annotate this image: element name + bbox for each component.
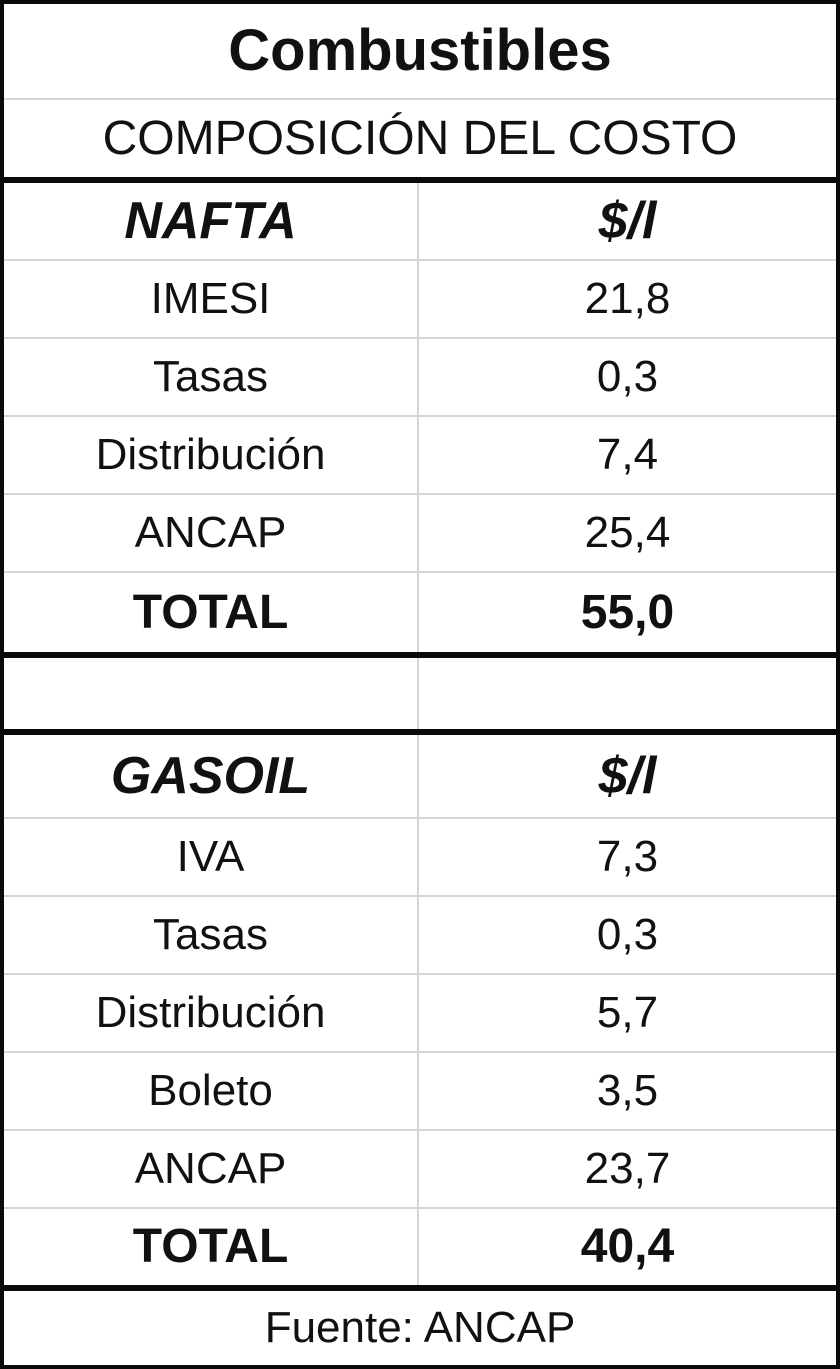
gasoil-total-row: TOTAL 40,4 [4, 1209, 836, 1291]
footer-row: Fuente: ANCAP [4, 1291, 836, 1365]
gasoil-section-title: GASOIL [4, 735, 419, 817]
table-subtitle: COMPOSICIÓN DEL COSTO [102, 111, 738, 165]
row-label: ANCAP [4, 495, 419, 571]
spacer-row [4, 658, 836, 735]
row-value: 23,7 [584, 1144, 671, 1193]
total-value: 55,0 [580, 585, 675, 639]
row-label: IVA [4, 819, 419, 895]
row-value: 7,3 [596, 832, 659, 881]
table-row: Tasas 0,3 [4, 897, 836, 975]
row-value: 21,8 [584, 274, 671, 323]
row-label: ANCAP [4, 1131, 419, 1207]
row-value: 7,4 [596, 430, 659, 479]
row-label: Distribución [4, 417, 419, 493]
table-row: IVA 7,3 [4, 819, 836, 897]
gasoil-unit-label: $/l [598, 747, 657, 805]
source-label: Fuente: ANCAP [264, 1303, 576, 1352]
nafta-unit-label: $/l [598, 192, 657, 250]
table-row: ANCAP 25,4 [4, 495, 836, 573]
subtitle-row: COMPOSICIÓN DEL COSTO [4, 100, 836, 183]
empty-cell [4, 658, 419, 729]
nafta-header-row: NAFTA $/l [4, 183, 836, 261]
total-label: TOTAL [4, 573, 419, 652]
total-label: TOTAL [4, 1209, 419, 1285]
table-row: Tasas 0,3 [4, 339, 836, 417]
table-row: ANCAP 23,7 [4, 1131, 836, 1209]
table-title: Combustibles [228, 18, 612, 83]
row-value: 0,3 [596, 910, 659, 959]
gasoil-header-row: GASOIL $/l [4, 735, 836, 819]
row-label: Boleto [4, 1053, 419, 1129]
table-row: Distribución 7,4 [4, 417, 836, 495]
row-label: Distribución [4, 975, 419, 1051]
row-value: 3,5 [596, 1066, 659, 1115]
row-label: Tasas [4, 339, 419, 415]
table-row: Boleto 3,5 [4, 1053, 836, 1131]
total-value: 40,4 [580, 1220, 675, 1273]
nafta-section-title: NAFTA [4, 183, 419, 259]
row-value: 5,7 [596, 988, 659, 1037]
row-label: Tasas [4, 897, 419, 973]
table-row: Distribución 5,7 [4, 975, 836, 1053]
row-label: IMESI [4, 261, 419, 337]
row-value: 0,3 [596, 352, 659, 401]
nafta-total-row: TOTAL 55,0 [4, 573, 836, 658]
empty-cell [419, 658, 836, 729]
title-row: Combustibles [4, 4, 836, 100]
row-value: 25,4 [584, 508, 671, 557]
table-row: IMESI 21,8 [4, 261, 836, 339]
